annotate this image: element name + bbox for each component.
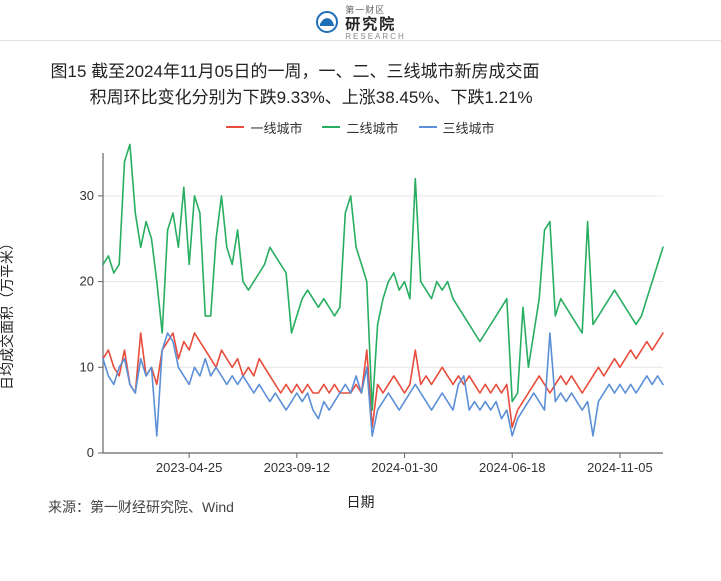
- y-axis-label: 日均成交面积（万平米）: [0, 236, 17, 390]
- y-tick-label: 20: [79, 273, 93, 288]
- plot-area: 日均成交面积（万平米） 01020302023-04-252023-09-122…: [41, 143, 681, 483]
- chart-root: 第一财区 研究院 RESEARCH 图15 截至2024年11月05日的一周，一…: [0, 0, 721, 581]
- legend-swatch: [226, 126, 244, 128]
- x-tick-label: 2023-04-25: [155, 460, 222, 475]
- y-tick-label: 0: [86, 445, 93, 460]
- x-tick-label: 2023-09-12: [263, 460, 330, 475]
- legend-item: 二线城市: [322, 118, 398, 137]
- series-line: [103, 144, 663, 410]
- legend-item: 一线城市: [226, 118, 302, 137]
- legend-swatch: [419, 126, 437, 128]
- logo-sub: RESEARCH: [345, 33, 405, 42]
- y-tick-label: 30: [79, 187, 93, 202]
- y-tick-label: 10: [79, 359, 93, 374]
- x-tick-label: 2024-01-30: [371, 460, 438, 475]
- legend-label: 三线城市: [443, 118, 495, 137]
- title-line1: 图15 截至2024年11月05日的一周，一、二、三线城市新房成交面: [51, 59, 671, 85]
- logo-top: 第一财区: [345, 5, 385, 15]
- chart-title: 图15 截至2024年11月05日的一周，一、二、三线城市新房成交面 积周环比变…: [51, 59, 671, 110]
- x-axis-label: 日期: [41, 492, 681, 512]
- x-tick-label: 2024-06-18: [478, 460, 545, 475]
- legend-item: 三线城市: [419, 118, 495, 137]
- legend-label: 一线城市: [250, 118, 302, 137]
- logo-icon: [315, 10, 339, 34]
- logo-text: 第一财区 研究院 RESEARCH: [345, 2, 405, 42]
- title-line2: 积周环比变化分别为下跌9.33%、上涨38.45%、下跌1.21%: [51, 85, 671, 111]
- legend-label: 二线城市: [346, 118, 398, 137]
- legend-swatch: [322, 126, 340, 128]
- series-line: [103, 333, 663, 436]
- legend: 一线城市 二线城市 三线城市: [0, 116, 721, 137]
- logo-bar: 第一财区 研究院 RESEARCH: [0, 0, 721, 41]
- line-chart-svg: 0 10 20 30 2023-04-25 2023-09-12 2024-01-30 202…: [41, 143, 681, 483]
- x-tick-label: 2024-11-05: [587, 460, 653, 475]
- logo-main: 研究院: [345, 16, 396, 33]
